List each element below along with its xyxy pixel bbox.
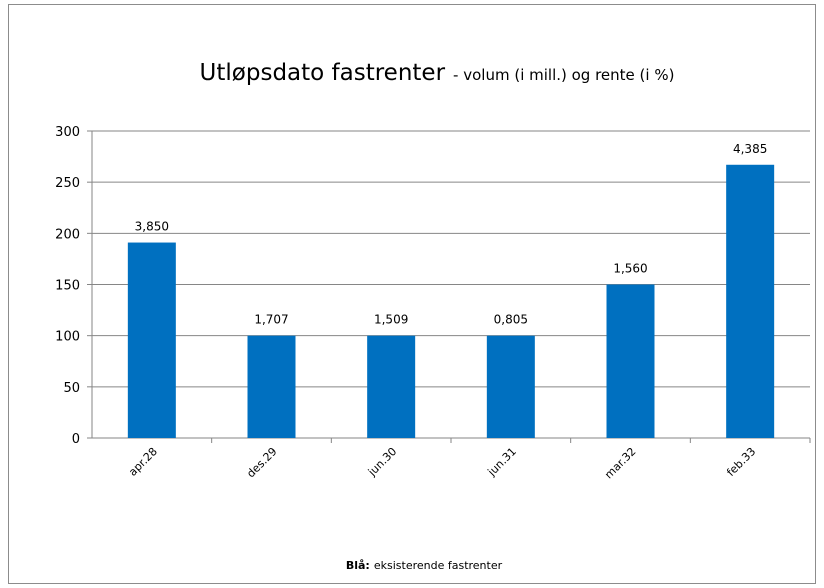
note-text: eksisterende fastrenter xyxy=(374,559,503,572)
rate-label: 0,805 xyxy=(494,313,528,327)
bar xyxy=(127,242,176,438)
y-tick-label: 250 xyxy=(55,176,80,191)
note: Blå: eksisterende fastrenter xyxy=(346,559,503,572)
y-tick-label: 100 xyxy=(55,330,80,345)
y-tick-label: 0 xyxy=(72,432,80,447)
bar xyxy=(486,335,535,438)
bar xyxy=(367,335,416,438)
y-tick-label: 50 xyxy=(63,381,80,396)
bar xyxy=(726,164,775,438)
rate-label: 3,850 xyxy=(135,220,169,234)
rate-label: 4,385 xyxy=(733,142,767,156)
bar xyxy=(606,284,655,438)
chart-title: Utløpsdato fastrenter xyxy=(200,60,446,86)
note-bold: Blå: xyxy=(346,559,370,572)
rate-label: 1,509 xyxy=(374,313,408,327)
y-tick-label: 200 xyxy=(55,227,80,242)
chart-heading: Utløpsdato fastrenter - volum (i mill.) o… xyxy=(200,60,675,86)
y-tick-label: 300 xyxy=(55,125,80,140)
chart-subtitle: - volum (i mill.) og rente (i %) xyxy=(453,66,674,84)
bar xyxy=(247,335,296,438)
rate-label: 1,560 xyxy=(613,262,647,276)
rate-label: 1,707 xyxy=(254,313,288,327)
y-tick-label: 150 xyxy=(55,279,80,294)
